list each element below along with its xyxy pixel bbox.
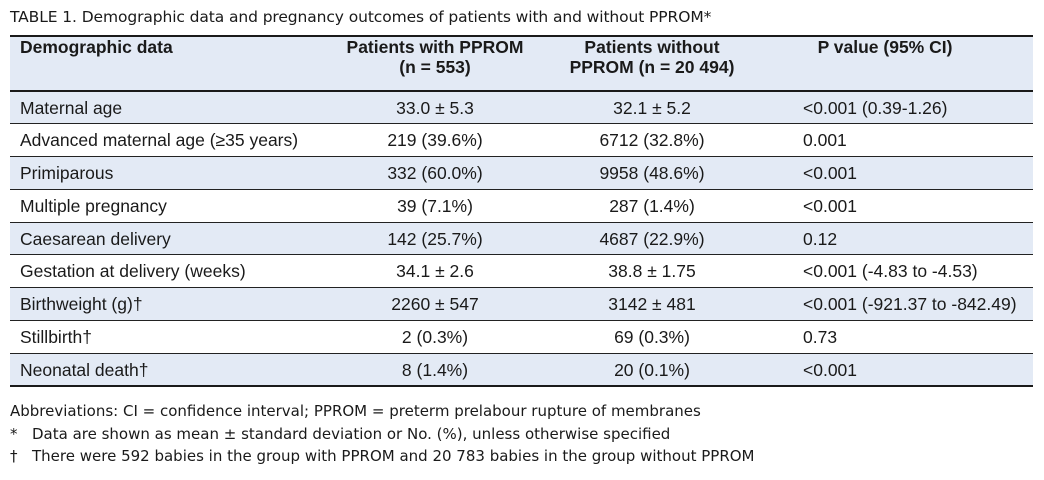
p-value-cell: 0.001 — [803, 130, 847, 151]
row-label: Maternal age — [20, 97, 123, 118]
header-with-pprom: Patients with PPROM (n = 553) — [338, 35, 532, 92]
with-pprom-cell: 332 (60.0%) — [387, 162, 483, 183]
with-pprom-cell: 39 (7.1%) — [397, 195, 473, 216]
with-pprom-cell: 219 (39.6%) — [387, 130, 483, 151]
p-value-cell: 0.73 — [803, 326, 838, 347]
p-value-cell: <0.001 — [803, 195, 858, 216]
row-label: Advanced maternal age (≥35 years) — [20, 130, 299, 151]
row-label: Birthweight (g)† — [20, 294, 143, 315]
p-value-cell: <0.001 — [803, 359, 858, 380]
row-label: Gestation at delivery (weeks) — [20, 261, 246, 282]
without-pprom-cell: 287 (1.4%) — [609, 195, 695, 216]
table-row: Primiparous 332 (60.0%) 9958 (48.6%) <0.… — [10, 156, 1033, 190]
demographic-table: Demographic data Patients with PPROM (n … — [10, 35, 1033, 387]
with-pprom-cell: 2260 ± 547 — [391, 294, 479, 315]
header-p-value: P value (95% CI) — [772, 35, 1033, 92]
table-caption: TABLE 1. Demographic data and pregnancy … — [10, 8, 711, 26]
row-label: Stillbirth† — [20, 326, 92, 347]
without-pprom-cell: 6712 (32.8%) — [599, 130, 705, 151]
without-pprom-cell: 3142 ± 481 — [608, 294, 696, 315]
without-pprom-cell: 38.8 ± 1.75 — [608, 261, 696, 282]
without-pprom-cell: 69 (0.3%) — [614, 326, 690, 347]
row-label: Caesarean delivery — [20, 228, 171, 249]
footnote-text: There were 592 babies in the group with … — [32, 447, 755, 465]
table-header-row: Demographic data Patients with PPROM (n … — [10, 35, 1033, 92]
table-row: Advanced maternal age (≥35 years) 219 (3… — [10, 124, 1033, 157]
table-row: Birthweight (g)† 2260 ± 547 3142 ± 481 <… — [10, 287, 1033, 321]
footnote-text: Data are shown as mean ± standard deviat… — [32, 424, 671, 443]
caption-text: Demographic data and pregnancy outcomes … — [81, 8, 712, 26]
table-row: Neonatal death† 8 (1.4%) 20 (0.1%) <0.00… — [10, 353, 1033, 387]
without-pprom-cell: 4687 (22.9%) — [599, 228, 705, 249]
header-without-pprom: Patients without PPROM (n = 20 494) — [532, 35, 772, 92]
abbreviations-note: Abbreviations: CI = confidence interval;… — [10, 402, 701, 420]
footnote-asterisk: * Data are shown as mean ± standard devia… — [10, 423, 755, 446]
p-value-cell: <0.001 (-921.37 to -842.49) — [803, 294, 1017, 315]
with-pprom-cell: 8 (1.4%) — [401, 359, 469, 380]
p-value-cell: <0.001 (-4.83 to -4.53) — [803, 261, 978, 282]
with-pprom-cell: 34.1 ± 2.6 — [396, 261, 474, 282]
with-pprom-cell: 33.0 ± 5.3 — [396, 97, 474, 118]
without-pprom-cell: 9958 (48.6%) — [599, 162, 705, 183]
footnote-mark: * — [10, 424, 18, 443]
table-footnotes: Abbreviations: CI = confidence interval;… — [10, 400, 755, 468]
table-row: Multiple pregnancy 39 (7.1%) 287 (1.4%) … — [10, 189, 1033, 223]
with-pprom-cell: 142 (25.7%) — [387, 228, 483, 249]
footnote-dagger: † There were 592 babies in the group with… — [10, 445, 755, 468]
with-pprom-cell: 2 (0.3%) — [401, 326, 469, 347]
p-value-cell: 0.12 — [803, 228, 838, 249]
without-pprom-cell: 20 (0.1%) — [614, 359, 690, 380]
without-pprom-cell: 32.1 ± 5.2 — [613, 97, 691, 118]
caption-label: TABLE 1. — [10, 8, 77, 26]
footnote-mark: † — [10, 447, 18, 465]
p-value-cell: <0.001 — [803, 162, 858, 183]
table-row: Gestation at delivery (weeks) 34.1 ± 2.6… — [10, 255, 1033, 288]
table-row: Maternal age 33.0 ± 5.3 32.1 ± 5.2 <0.00… — [10, 91, 1033, 124]
table-row: Stillbirth† 2 (0.3%) 69 (0.3%) 0.73 — [10, 321, 1033, 354]
table-row: Caesarean delivery 142 (25.7%) 4687 (22.… — [10, 222, 1033, 255]
row-label: Neonatal death† — [20, 359, 149, 380]
header-demographic-data: Demographic data — [10, 35, 338, 92]
row-label: Multiple pregnancy — [20, 195, 167, 216]
p-value-cell: <0.001 (0.39-1.26) — [803, 97, 948, 118]
row-label: Primiparous — [20, 162, 114, 183]
